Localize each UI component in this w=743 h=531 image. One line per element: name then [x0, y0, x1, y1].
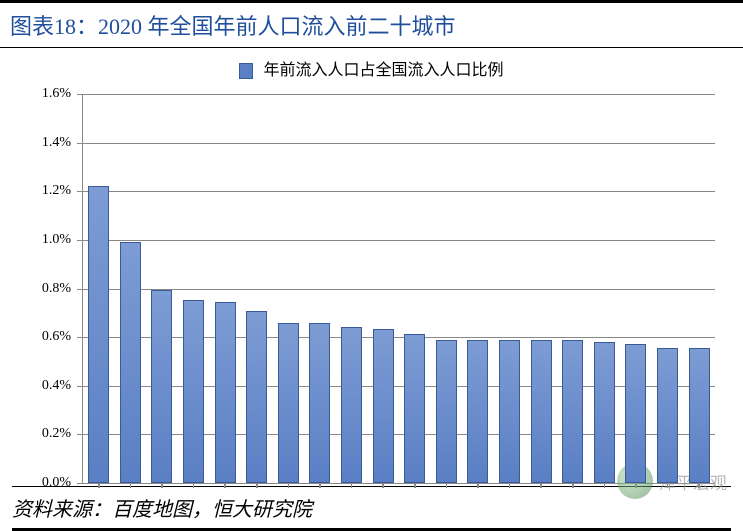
bar	[594, 342, 615, 483]
bar	[467, 340, 488, 483]
bar	[689, 348, 710, 483]
y-axis-label: 0.6%	[42, 329, 71, 345]
x-tick	[572, 483, 574, 488]
chart-area: 0.0%0.2%0.4%0.6%0.8%1.0%1.2%1.4%1.6% 重庆市…	[30, 86, 721, 484]
x-tick	[604, 483, 606, 488]
x-tick	[414, 483, 416, 488]
y-axis-label: 1.0%	[42, 232, 71, 248]
y-axis-label: 0.2%	[42, 426, 71, 442]
bar	[246, 311, 267, 483]
legend: 年前流入人口占全国流入人口比例	[0, 56, 743, 80]
bar	[183, 300, 204, 483]
bar	[625, 344, 646, 483]
bar	[499, 340, 520, 483]
y-axis-label: 1.6%	[42, 86, 71, 102]
bar	[341, 327, 362, 483]
x-tick	[477, 483, 479, 488]
bars-container	[83, 94, 715, 483]
y-tick	[77, 483, 83, 484]
legend-label: 年前流入人口占全国流入人口比例	[263, 62, 503, 79]
x-tick	[256, 483, 258, 488]
x-tick	[161, 483, 163, 488]
bar	[404, 334, 425, 483]
y-axis-label: 0.8%	[42, 281, 71, 297]
bar	[278, 323, 299, 483]
x-tick	[193, 483, 195, 488]
bar	[373, 329, 394, 483]
x-tick	[382, 483, 384, 488]
x-tick	[509, 483, 511, 488]
y-axis-label: 0.4%	[42, 378, 71, 394]
bar	[436, 340, 457, 483]
x-tick	[446, 483, 448, 488]
bar	[309, 323, 330, 483]
bar	[562, 340, 583, 483]
bar	[151, 290, 172, 483]
x-tick	[98, 483, 100, 488]
x-tick	[224, 483, 226, 488]
x-tick	[540, 483, 542, 488]
bar	[88, 186, 109, 483]
y-axis-label: 1.4%	[42, 135, 71, 151]
y-axis-label: 1.2%	[42, 183, 71, 199]
plot-region: 0.0%0.2%0.4%0.6%0.8%1.0%1.2%1.4%1.6%	[82, 94, 715, 484]
y-axis-label: 0.0%	[42, 475, 71, 491]
bar	[120, 242, 141, 483]
bar	[657, 348, 678, 483]
x-tick	[288, 483, 290, 488]
chart-title: 图表18：2020 年全国年前人口流入前二十城市	[0, 0, 743, 48]
x-tick	[351, 483, 353, 488]
legend-swatch	[239, 63, 253, 79]
x-tick	[130, 483, 132, 488]
bar	[215, 302, 236, 483]
x-tick	[319, 483, 321, 488]
bar	[531, 340, 552, 483]
